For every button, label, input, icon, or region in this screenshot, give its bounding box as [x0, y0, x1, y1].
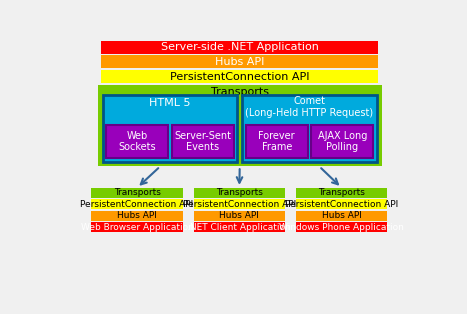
- Bar: [194, 188, 285, 198]
- Bar: [242, 95, 377, 162]
- Text: .NET Client Application: .NET Client Application: [187, 223, 291, 232]
- Bar: [194, 223, 285, 232]
- Bar: [172, 126, 234, 158]
- Text: Hubs API: Hubs API: [322, 211, 361, 220]
- Bar: [106, 126, 168, 158]
- Bar: [103, 95, 237, 162]
- Text: Forever
Frame: Forever Frame: [258, 131, 295, 152]
- Bar: [98, 85, 382, 166]
- Text: Web
Sockets: Web Sockets: [119, 131, 156, 152]
- Bar: [194, 199, 285, 209]
- Bar: [92, 199, 183, 209]
- Bar: [296, 211, 387, 221]
- Text: Web Browser Application: Web Browser Application: [81, 223, 193, 232]
- Bar: [311, 126, 373, 158]
- Bar: [92, 223, 183, 232]
- Bar: [246, 126, 308, 158]
- Bar: [92, 188, 183, 198]
- Text: HTML 5: HTML 5: [149, 98, 191, 108]
- Bar: [101, 55, 378, 68]
- Bar: [101, 70, 378, 83]
- Text: AJAX Long
Polling: AJAX Long Polling: [318, 131, 367, 152]
- Text: Comet
(Long-Held HTTP Request): Comet (Long-Held HTTP Request): [246, 96, 374, 118]
- Text: Transports: Transports: [211, 87, 269, 97]
- Text: Server-side .NET Application: Server-side .NET Application: [161, 42, 318, 52]
- Bar: [101, 41, 378, 54]
- Text: Hubs API: Hubs API: [219, 211, 259, 220]
- Bar: [92, 211, 183, 221]
- Text: Hubs API: Hubs API: [117, 211, 157, 220]
- Bar: [194, 211, 285, 221]
- Text: Transports: Transports: [113, 188, 161, 197]
- Text: PersistentConnection API: PersistentConnection API: [80, 200, 194, 209]
- Text: PersistentConnection API: PersistentConnection API: [170, 72, 310, 82]
- Text: Windows Phone Application: Windows Phone Application: [279, 223, 404, 232]
- Text: PersistentConnection API: PersistentConnection API: [285, 200, 398, 209]
- Bar: [296, 188, 387, 198]
- Text: PersistentConnection API: PersistentConnection API: [183, 200, 296, 209]
- Text: Transports: Transports: [216, 188, 263, 197]
- Text: Hubs API: Hubs API: [215, 57, 264, 67]
- Bar: [296, 199, 387, 209]
- Text: Transports: Transports: [318, 188, 365, 197]
- Text: Server-Sent
Events: Server-Sent Events: [174, 131, 231, 152]
- Bar: [296, 223, 387, 232]
